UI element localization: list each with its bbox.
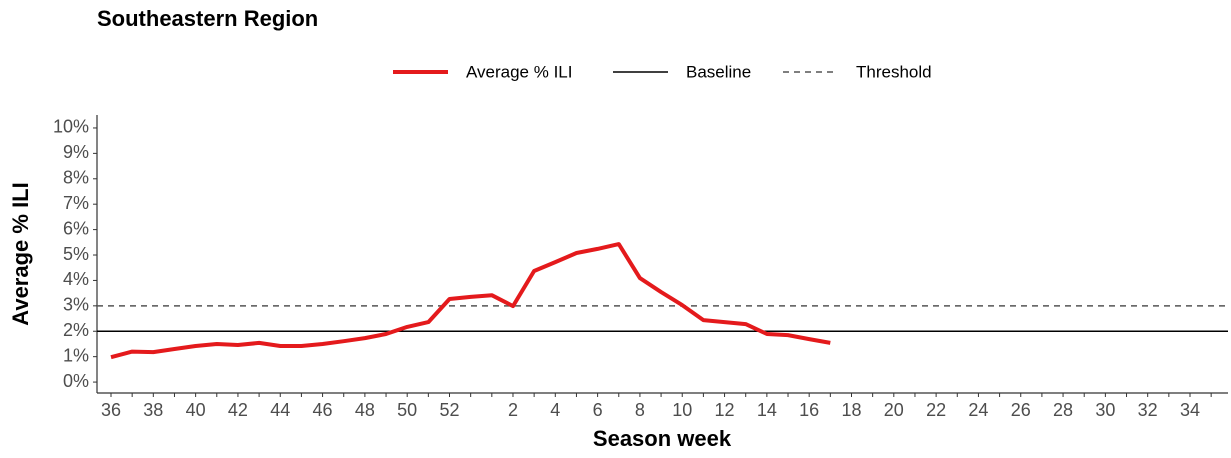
y-tick-label: 2% xyxy=(63,320,89,340)
x-tick-label: 10 xyxy=(672,400,692,420)
x-tick-label: 20 xyxy=(884,400,904,420)
y-tick-label: 6% xyxy=(63,218,89,238)
x-tick-label: 38 xyxy=(143,400,163,420)
x-tick-label: 2 xyxy=(508,400,518,420)
x-tick-label: 26 xyxy=(1011,400,1031,420)
x-tick-label: 52 xyxy=(439,400,459,420)
legend-label: Threshold xyxy=(856,62,932,81)
x-tick-label: 50 xyxy=(397,400,417,420)
y-axis-label: Average % ILI xyxy=(8,182,33,325)
data-line xyxy=(110,242,831,360)
x-tick-label: 46 xyxy=(313,400,333,420)
y-tick-label: 10% xyxy=(53,117,89,137)
x-tick-label: 6 xyxy=(593,400,603,420)
x-tick-label: 24 xyxy=(968,400,988,420)
x-tick-label: 32 xyxy=(1138,400,1158,420)
legend-label: Average % ILI xyxy=(466,62,572,81)
y-tick-label: 9% xyxy=(63,142,89,162)
x-tick-label: 8 xyxy=(635,400,645,420)
x-tick-label: 12 xyxy=(715,400,735,420)
x-tick-label: 28 xyxy=(1053,400,1073,420)
x-tick-label: 18 xyxy=(841,400,861,420)
chart-title: Southeastern Region xyxy=(97,6,318,31)
y-tick-label: 7% xyxy=(63,193,89,213)
x-tick-label: 34 xyxy=(1180,400,1200,420)
x-tick-label: 36 xyxy=(101,400,121,420)
x-tick-label: 22 xyxy=(926,400,946,420)
x-tick-label: 16 xyxy=(799,400,819,420)
x-tick-label: 4 xyxy=(550,400,560,420)
legend-label: Baseline xyxy=(686,62,751,81)
y-tick-label: 8% xyxy=(63,168,89,188)
y-tick-label: 5% xyxy=(63,244,89,264)
x-axis-label: Season week xyxy=(593,426,732,451)
x-tick-label: 48 xyxy=(355,400,375,420)
x-tick-label: 30 xyxy=(1095,400,1115,420)
y-tick-label: 1% xyxy=(63,345,89,365)
x-tick-label: 44 xyxy=(270,400,290,420)
y-tick-label: 0% xyxy=(63,371,89,391)
y-tick-label: 3% xyxy=(63,295,89,315)
y-tick-label: 4% xyxy=(63,269,89,289)
x-tick-label: 40 xyxy=(186,400,206,420)
x-tick-label: 42 xyxy=(228,400,248,420)
x-tick-label: 14 xyxy=(757,400,777,420)
